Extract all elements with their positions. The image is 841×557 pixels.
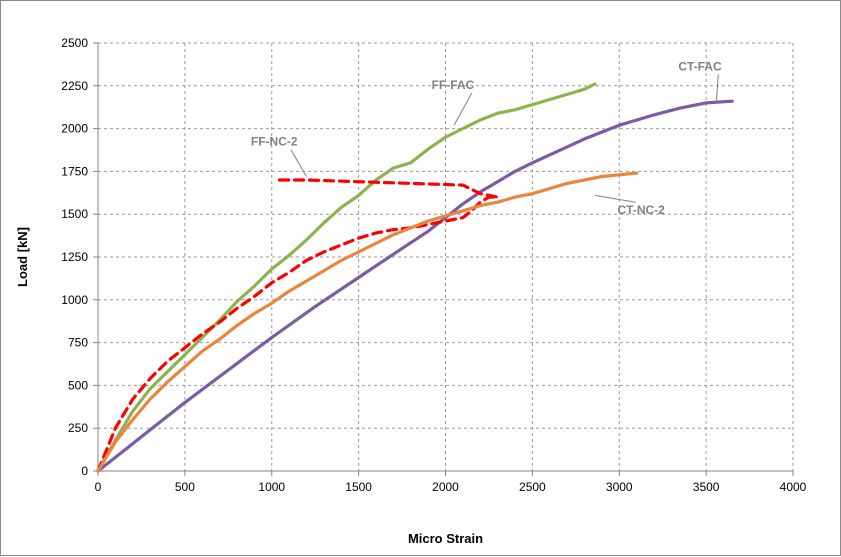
y-tick-label: 1500 — [61, 207, 88, 221]
axes — [93, 42, 794, 476]
series-ct-fac — [96, 99, 734, 473]
y-tick-labels: 0 250 500 750 1000 1250 1500 1750 2000 2250 2500 — [61, 36, 88, 478]
x-tick-label: 3500 — [693, 480, 720, 494]
annotation-leader — [290, 149, 307, 177]
annotation-label: FF-NC-2 — [251, 135, 298, 149]
gridlines — [98, 42, 794, 471]
x-tick-label: 2500 — [519, 480, 546, 494]
x-tick-label: 3000 — [606, 480, 633, 494]
x-tick-labels: 0 500 1000 1500 2000 2500 3000 3500 4000 — [95, 480, 807, 494]
annotation-leader — [594, 194, 636, 203]
y-tick-label: 2000 — [61, 122, 88, 136]
x-tick-label: 1500 — [345, 480, 372, 494]
annotation-label: CT-FAC — [678, 59, 722, 73]
annotation-leader — [716, 74, 719, 101]
y-tick-label: 1750 — [61, 164, 88, 178]
annotations: FF-FAC CT-FAC FF-NC-2 CT-NC-2 — [251, 59, 722, 217]
x-tick-label: 1000 — [258, 480, 285, 494]
y-tick-label: 0 — [81, 464, 88, 478]
y-tick-label: 1250 — [61, 250, 88, 264]
y-tick-label: 750 — [68, 336, 88, 350]
series-ff-fac — [96, 82, 597, 473]
y-tick-label: 2500 — [61, 36, 88, 50]
y-tick-label: 250 — [68, 421, 88, 435]
y-tick-label: 2250 — [61, 79, 88, 93]
x-tick-label: 2000 — [432, 480, 459, 494]
series-ct-nc-2 — [96, 171, 639, 473]
annotation-leader — [453, 92, 473, 126]
x-tick-label: 0 — [95, 480, 102, 494]
annotation-label: CT-NC-2 — [618, 203, 666, 217]
y-tick-label: 500 — [68, 378, 88, 392]
x-axis-title: Micro Strain — [408, 531, 483, 546]
x-tick-label: 500 — [175, 480, 195, 494]
annotation-label: FF-FAC — [432, 78, 475, 92]
x-tick-label: 4000 — [780, 480, 807, 494]
series-ff-nc-2 — [96, 178, 500, 473]
series-group — [96, 82, 734, 473]
y-tick-label: 1000 — [61, 293, 88, 307]
y-axis-title: Load [kN] — [15, 227, 30, 287]
